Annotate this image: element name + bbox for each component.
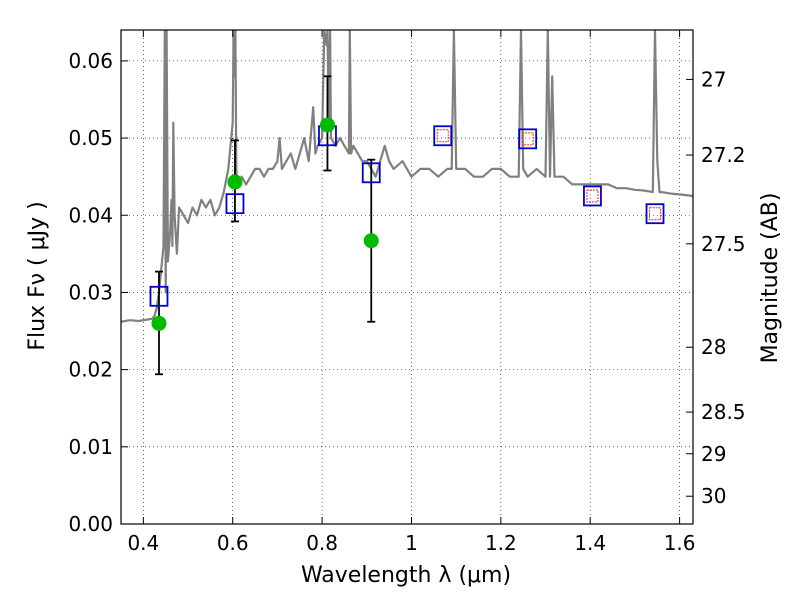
axis-ticks: 0.4 0.6 0.8 1 1.2 1.4 1.6 0.00 0.01 0.02 0.03 0.04 0… — [68, 30, 746, 555]
right-tick-label: 28.5 — [701, 400, 746, 424]
right-tick-label: 30 — [701, 484, 726, 508]
right-tick-label: 28 — [701, 335, 726, 359]
right-tick-label: 27.2 — [701, 143, 746, 167]
model-photometry-point — [361, 162, 381, 184]
y-tick-label: 0.04 — [68, 203, 113, 227]
x-tick-label: 1.2 — [485, 531, 517, 555]
observed-photometry-point — [227, 174, 243, 190]
right-tick-label: 27.5 — [701, 232, 746, 256]
model-photometry-point — [225, 193, 245, 215]
y-tick-label: 0.02 — [68, 358, 113, 382]
upper-limit-point — [586, 189, 599, 203]
upper-limit-point — [521, 132, 534, 146]
observed-photometry-point — [151, 315, 167, 331]
x-tick-label: 1.6 — [664, 531, 696, 555]
y-axis-label: Flux Fν ( μJy ) — [25, 201, 50, 350]
model-photometry-point — [583, 185, 602, 207]
model-photometry-point — [433, 125, 453, 147]
plot-frame — [120, 29, 694, 525]
upper-limit-point — [649, 207, 662, 221]
y-tick-label: 0.00 — [68, 512, 113, 536]
x-tick-label: 0.4 — [127, 531, 159, 555]
y-tick-label: 0.05 — [68, 126, 113, 150]
x-tick-label: 0.8 — [306, 531, 338, 555]
x-tick-label: 1.4 — [574, 531, 606, 555]
y-tick-label: 0.03 — [68, 280, 113, 304]
x-tick-label: 1 — [405, 531, 418, 555]
model-photometry-point — [645, 203, 665, 225]
right-axis-label: Magnitude (AB) — [758, 193, 783, 364]
observed-photometry-point — [319, 117, 335, 133]
grid-lines — [121, 30, 693, 525]
right-tick-label: 29 — [701, 442, 726, 466]
observed-photometry-point — [363, 233, 379, 249]
upper-limit-point — [436, 129, 449, 143]
y-tick-label: 0.01 — [68, 435, 113, 459]
right-tick-label: 27 — [701, 67, 726, 91]
y-tick-label: 0.06 — [68, 49, 113, 73]
plot-area — [121, 30, 693, 376]
model-photometry-point — [149, 285, 169, 307]
x-tick-label: 0.6 — [217, 531, 249, 555]
spectrum-line — [121, 30, 693, 323]
model-photometry-point — [518, 128, 538, 150]
x-axis-label: Wavelength λ (μm) — [301, 563, 511, 588]
